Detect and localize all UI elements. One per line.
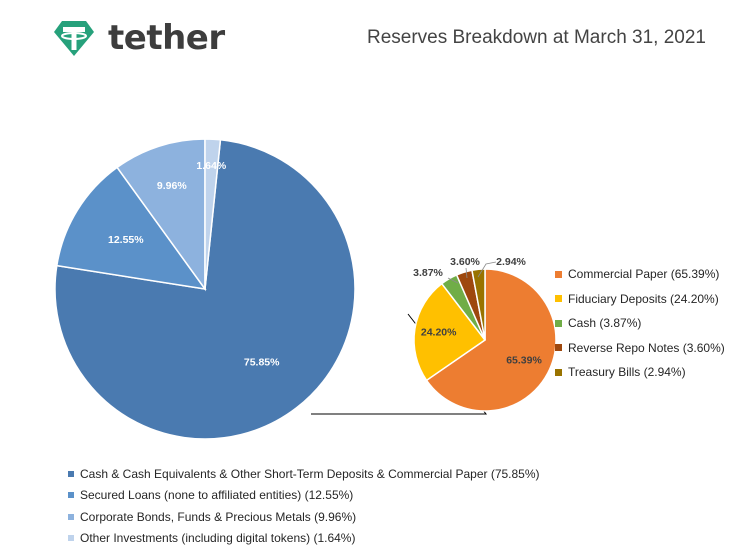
breakdown-legend-item: Treasury Bills (2.94%)	[555, 360, 725, 385]
breakdown-legend-label: Reverse Repo Notes (3.60%)	[568, 340, 725, 355]
breakdown-legend-swatch	[555, 295, 562, 303]
main-legend-label: Cash & Cash Equivalents & Other Short-Te…	[80, 466, 540, 481]
report-title: Reserves Breakdown at March 31, 2021	[366, 27, 706, 48]
breakdown-legend-swatch	[555, 368, 562, 376]
main-legend-item: Cash & Cash Equivalents & Other Short-Te…	[68, 463, 540, 485]
breakdown-legend-item: Cash (3.87%)	[555, 311, 725, 336]
breakdown-legend-label: Fiduciary Deposits (24.20%)	[568, 291, 719, 306]
breakdown-legend: Commercial Paper (65.39%) Fiduciary Depos…	[555, 262, 725, 385]
tether-logo: tether	[52, 14, 225, 62]
breakdown-pie-data-label: 2.94%	[496, 256, 526, 268]
main-pie-data-label: 12.55%	[108, 234, 144, 246]
main-pie-data-label: 9.96%	[157, 180, 187, 192]
breakdown-pie-data-label: 3.60%	[450, 256, 480, 268]
main-legend-label: Other Investments (including digital tok…	[80, 531, 356, 546]
breakdown-legend-swatch	[555, 270, 562, 278]
main-legend-item: Secured Loans (none to affiliated entiti…	[68, 485, 540, 507]
main-pie-data-label: 1.64%	[196, 160, 226, 172]
main-legend-label: Secured Loans (none to affiliated entiti…	[80, 488, 354, 503]
breakdown-legend-item: Fiduciary Deposits (24.20%)	[555, 287, 725, 312]
main-pie-slice-4	[204, 138, 222, 290]
breakdown-pie-leader-line	[447, 277, 459, 284]
breakdown-pie-slice-2	[413, 282, 487, 382]
main-legend-swatch	[68, 492, 74, 499]
main-pie-slice-2	[55, 166, 207, 291]
main-pie-slice-3	[116, 138, 206, 292]
breakdown-legend-label: Treasury Bills (2.94%)	[568, 365, 686, 380]
breakdown-legend-swatch	[555, 344, 562, 352]
breakdown-pie-leader-line	[477, 261, 497, 278]
breakdown-pie-chart: 65.39% 24.20% 3.87% 3.60% 2.94%	[413, 256, 557, 412]
main-legend: Cash & Cash Equivalents & Other Short-Te…	[68, 463, 540, 549]
breakdown-legend-item: Reverse Repo Notes (3.60%)	[555, 336, 725, 361]
logo-t-ring	[61, 32, 87, 40]
main-legend-swatch	[68, 535, 74, 542]
tether-logo-icon	[54, 21, 94, 56]
breakdown-legend-swatch	[555, 319, 562, 327]
breakdown-pie-leader-line	[465, 267, 468, 279]
main-pie-chart: 75.85% 12.55% 9.96% 1.64%	[54, 138, 356, 440]
breakdown-legend-label: Cash (3.87%)	[568, 316, 642, 331]
breakdown-legend-item: Commercial Paper (65.39%)	[555, 262, 725, 287]
main-legend-label: Corporate Bonds, Funds & Precious Metals…	[80, 509, 357, 524]
breakdown-legend-label: Commercial Paper (65.39%)	[568, 267, 720, 282]
breakdown-pie-data-label: 3.87%	[413, 267, 443, 279]
breakdown-pie-data-label: 65.39%	[506, 354, 542, 366]
main-legend-swatch	[68, 470, 74, 477]
brand-name: tether	[108, 18, 225, 58]
breakdown-pie-data-label: 24.20%	[421, 326, 457, 338]
main-legend-item: Corporate Bonds, Funds & Precious Metals…	[68, 506, 540, 528]
breakdown-pie-slice-1	[425, 268, 557, 412]
main-legend-item: Other Investments (including digital tok…	[68, 528, 540, 550]
breakdown-pie-slice-5	[471, 268, 486, 341]
main-pie-data-label: 75.85%	[244, 356, 280, 368]
main-legend-swatch	[68, 513, 74, 520]
